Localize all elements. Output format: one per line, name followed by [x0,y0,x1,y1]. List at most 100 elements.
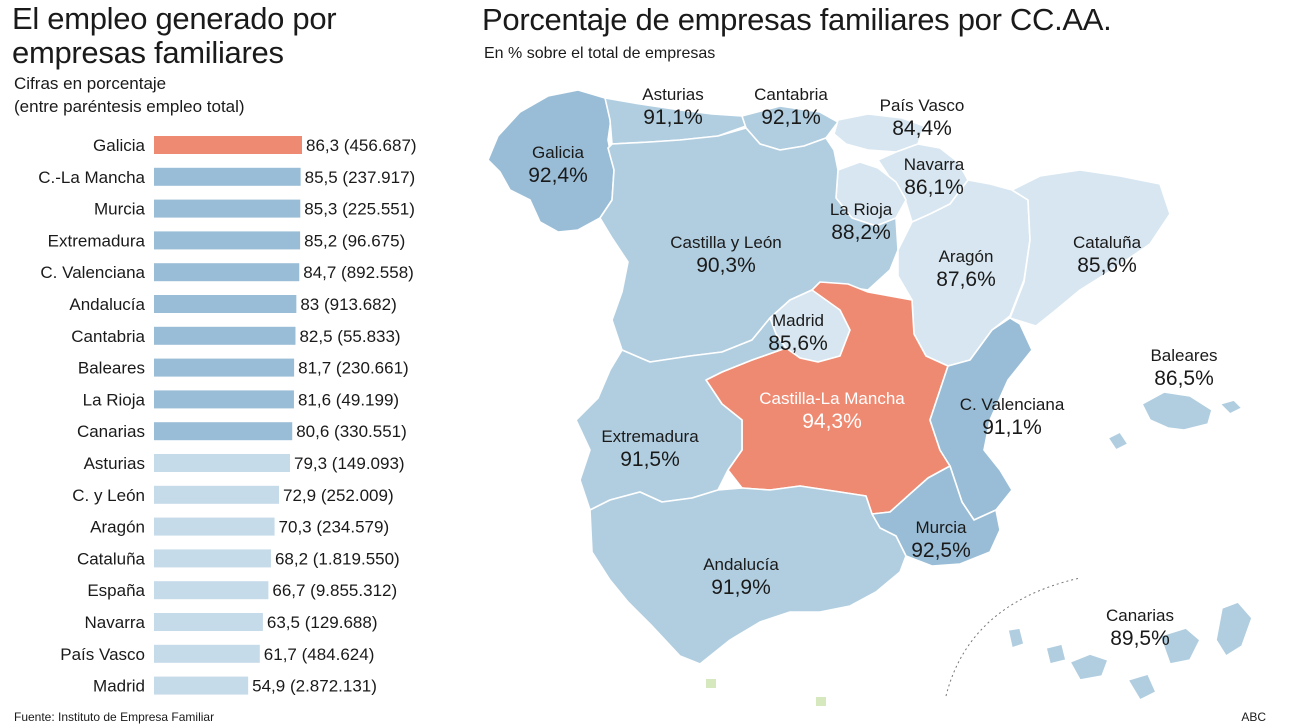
region-c-valenciana [929,317,1033,521]
region-name-canarias: Canarias [1106,606,1174,625]
region-extremadura [575,317,787,511]
bar-value-label-la-rioja: 81,6 (49.199) [298,390,399,409]
bar-cantabria [154,326,296,345]
bar-chart-title-line1: El empleo generado por [12,1,337,36]
region-name-aragon: Aragón [939,247,994,266]
region-name-pais-vasco: País Vasco [880,96,965,115]
bar-category-la-rioja: La Rioja [83,390,146,409]
bar-value-label-andalucia: 83 (913.682) [300,295,396,314]
region-name-andalucia: Andalucía [703,555,779,574]
region-value-pais-vasco: 84,4% [892,117,952,140]
bar-category-baleares: Baleares [78,359,145,378]
canarias-inset-divider [945,577,1081,697]
bar-category-cantabria: Cantabria [71,327,145,346]
region-value-extremadura: 91,5% [620,448,680,471]
region-name-cantabria: Cantabria [754,85,828,104]
bar-chart-subtitle-line1: Cifras en porcentaje [14,74,167,93]
region-value-navarra: 86,1% [904,176,964,199]
bar-andalucia [154,295,297,313]
region-value-castilla-la-mancha: 94,3% [802,410,862,433]
bar-category-galicia: Galicia [93,136,146,155]
melilla-marker [816,697,826,706]
region-value-asturias: 91,1% [643,106,703,129]
bar-category-c-valenciana: C. Valenciana [40,263,145,282]
publisher-credit: ABC [1241,710,1266,724]
bar-aragon [154,517,275,536]
region-value-castilla-y-leon: 90,3% [696,254,756,277]
region-cataluna [1009,169,1171,327]
bar-category-murcia: Murcia [94,200,146,219]
bar-asturias [154,454,290,472]
employment-bar-chart: Galicia 86,3 (456.687) C.-La Mancha 85,5 (2… [38,136,417,696]
bar-category-andalucia: Andalucía [69,295,145,314]
region-name-castilla-y-leon: Castilla y León [670,233,782,252]
region-value-madrid: 85,6% [768,332,828,355]
bar-category-canarias: Canarias [77,422,145,441]
region-value-cantabria: 92,1% [761,106,821,129]
source-note: Fuente: Instituto de Empresa Familiar [14,710,215,724]
bar-category-c-la-mancha: C.-La Mancha [38,168,145,187]
bar-value-label-canarias: 80,6 (330.551) [296,422,407,441]
region-name-castilla-la-mancha: Castilla-La Mancha [759,389,905,408]
bar-category-espana: España [87,581,145,600]
map-subtitle: En % sobre el total de empresas [484,45,716,62]
bar-canarias [154,422,293,441]
region-name-cataluna: Cataluña [1073,233,1142,252]
region-baleares [1107,391,1243,451]
bar-c-la-mancha [154,167,301,186]
region-value-baleares: 86,5% [1154,367,1214,390]
region-canarias [1007,601,1253,701]
region-name-extremadura: Extremadura [601,427,699,446]
region-value-cataluna: 85,6% [1077,254,1137,277]
bar-value-label-navarra: 63,5 (129.688) [267,613,378,632]
bar-chart-subtitle: Cifras en porcentaje (entre paréntesis e… [14,72,444,118]
region-name-la-rioja: La Rioja [830,200,893,219]
region-value-galicia: 92,4% [528,164,588,187]
region-galicia [487,89,615,233]
bar-value-label-galicia: 86,3 (456.687) [306,136,417,155]
bar-chart-subtitle-line2: (entre paréntesis empleo total) [14,97,245,116]
region-value-murcia: 92,5% [911,539,971,562]
region-name-asturias: Asturias [642,85,703,104]
region-value-c-valenciana: 91,1% [982,416,1042,439]
bar-value-label-baleares: 81,7 (230.661) [298,359,409,378]
bar-espana [154,581,269,600]
bar-navarra [154,613,263,631]
bar-baleares [154,358,295,377]
region-name-c-valenciana: C. Valenciana [960,395,1065,414]
region-andalucia [589,485,907,665]
bar-chart-title-line2: empresas familiares [12,35,284,70]
region-value-canarias: 89,5% [1110,627,1170,650]
bar-pais-vasco [154,644,260,663]
bar-category-aragon: Aragón [90,518,145,537]
bar-category-cataluna: Cataluña [77,549,146,568]
bar-value-label-murcia: 85,3 (225.551) [304,200,415,219]
bar-value-label-madrid: 54,9 (2.872.131) [252,677,377,696]
map-title: Porcentaje de empresas familiares por CC… [482,2,1112,37]
bar-value-label-aragon: 70,3 (234.579) [279,518,390,537]
bar-category-asturias: Asturias [84,454,145,473]
bar-category-c-y-leon: C. y León [72,486,145,505]
bar-value-label-asturias: 79,3 (149.093) [294,454,405,473]
region-value-la-rioja: 88,2% [831,221,891,244]
bar-category-navarra: Navarra [85,613,146,632]
bar-chart-title: El empleo generado por empresas familiar… [12,2,442,70]
region-value-andalucia: 91,9% [711,576,771,599]
bar-galicia [154,136,302,154]
region-name-galicia: Galicia [532,143,585,162]
bar-value-label-c-la-mancha: 85,5 (237.917) [305,168,416,187]
bar-value-label-c-y-leon: 72,9 (252.009) [283,486,394,505]
bar-la-rioja [154,390,294,409]
bar-value-label-cataluna: 68,2 (1.819.550) [275,549,400,568]
region-murcia [871,465,1001,567]
bar-value-label-cantabria: 82,5 (55.833) [299,327,400,346]
bar-category-extremadura: Extremadura [48,231,146,250]
bar-c-valenciana [154,263,300,282]
bar-cataluna [154,549,271,568]
bar-value-label-c-valenciana: 84,7 (892.558) [303,263,414,282]
bar-value-label-espana: 66,7 (9.855.312) [272,581,397,600]
bar-category-pais-vasco: País Vasco [60,645,145,664]
bar-value-label-extremadura: 85,2 (96.675) [304,231,405,250]
ceuta-marker [706,679,716,688]
bar-value-label-pais-vasco: 61,7 (484.624) [264,645,375,664]
